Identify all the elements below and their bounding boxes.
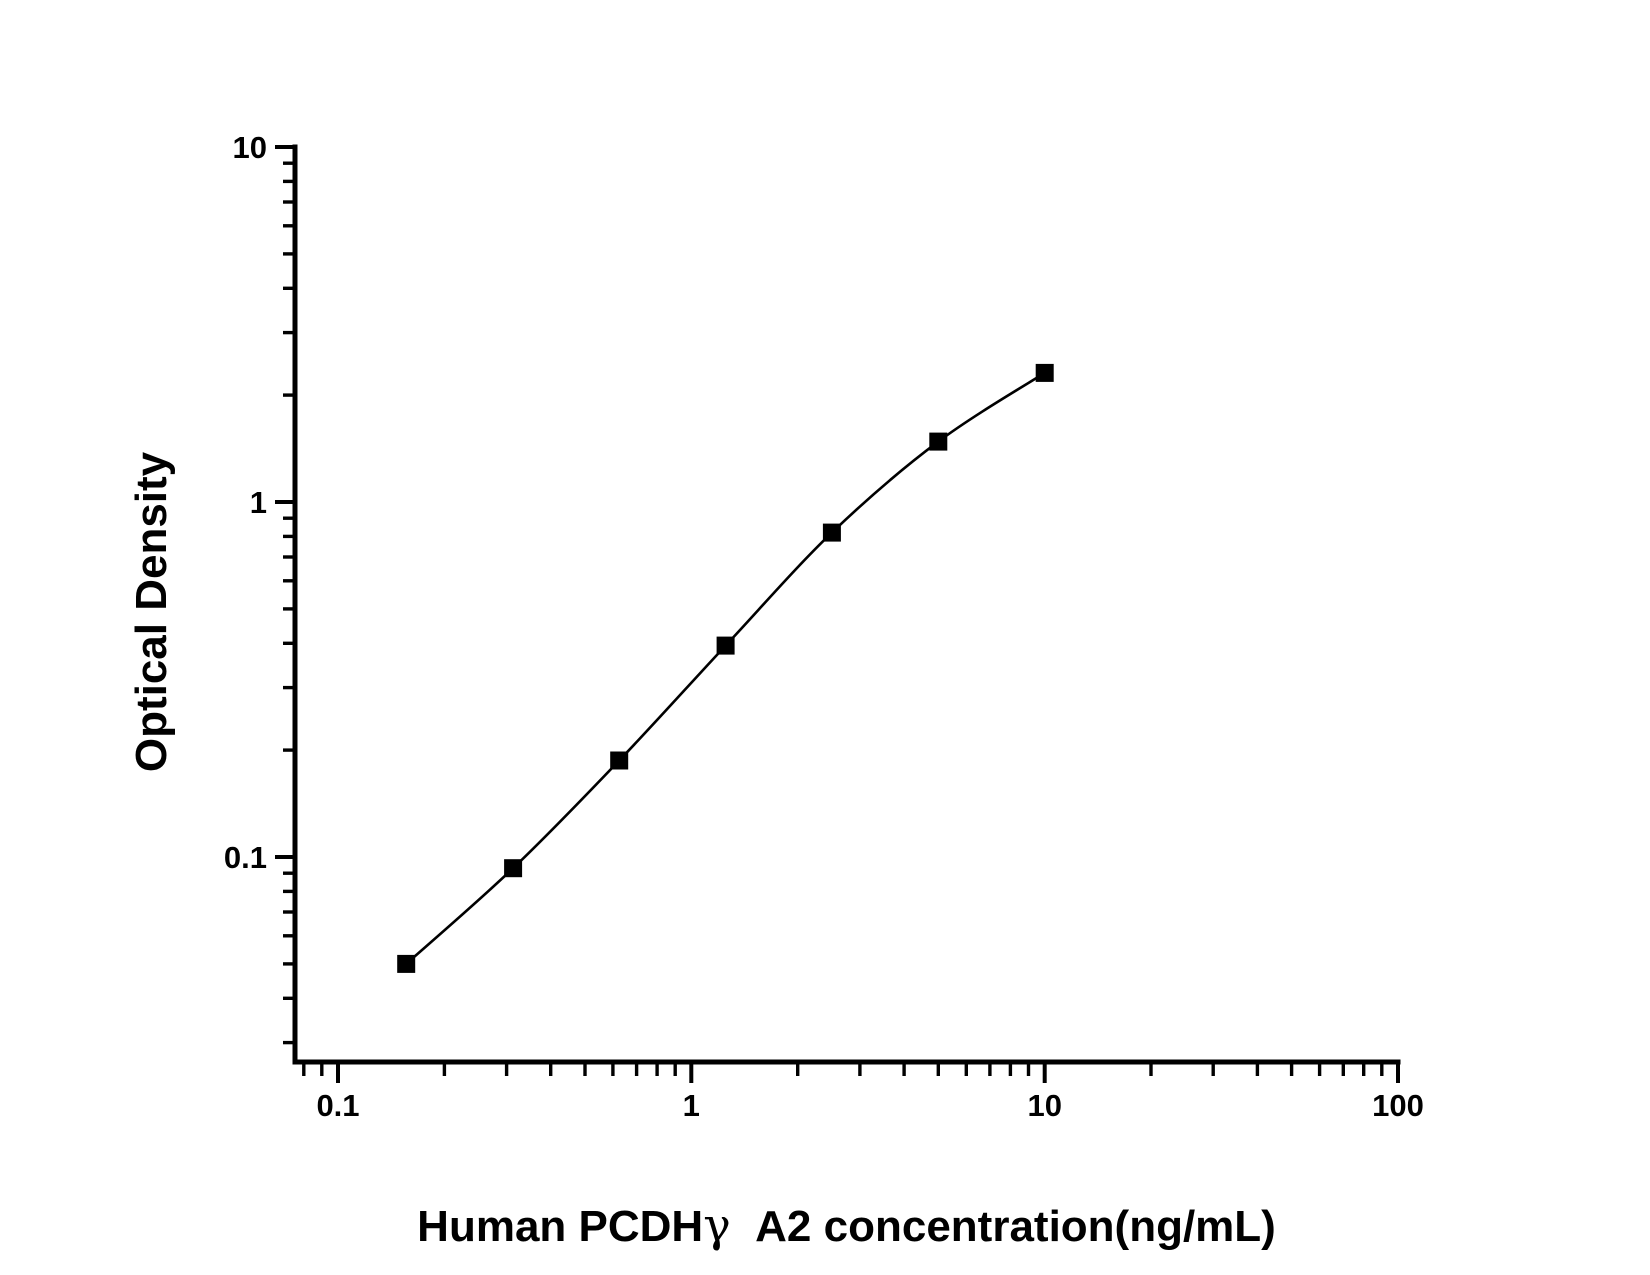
- x-tick-label: 0.1: [316, 1088, 359, 1123]
- x-axis-title-suffix: A2 concentration(ng/mL): [730, 1202, 1276, 1251]
- data-point-marker: [1035, 363, 1054, 382]
- x-axis-title-prefix: Human PCDH: [417, 1202, 704, 1251]
- y-tick-label: 1: [250, 485, 267, 520]
- data-point-marker: [822, 523, 841, 542]
- data-point-marker: [397, 954, 416, 973]
- gamma-symbol: γ: [703, 1198, 731, 1252]
- y-axis-title: Optical Density: [127, 451, 176, 773]
- y-tick-label: 0.1: [224, 840, 267, 875]
- x-tick-label: 10: [1027, 1088, 1061, 1123]
- data-point-marker: [610, 751, 629, 770]
- x-tick-label: 100: [1372, 1088, 1424, 1123]
- data-point-marker: [929, 432, 948, 451]
- x-axis-title: Human PCDHγ A2 concentration(ng/mL): [295, 1198, 1398, 1252]
- standard-curve-line: [405, 371, 1046, 965]
- axis-lines: [292, 144, 1401, 1065]
- data-point-marker: [716, 636, 735, 655]
- data-point-marker: [504, 859, 523, 878]
- y-tick-label: 10: [233, 130, 267, 165]
- x-tick-label: 1: [683, 1088, 700, 1123]
